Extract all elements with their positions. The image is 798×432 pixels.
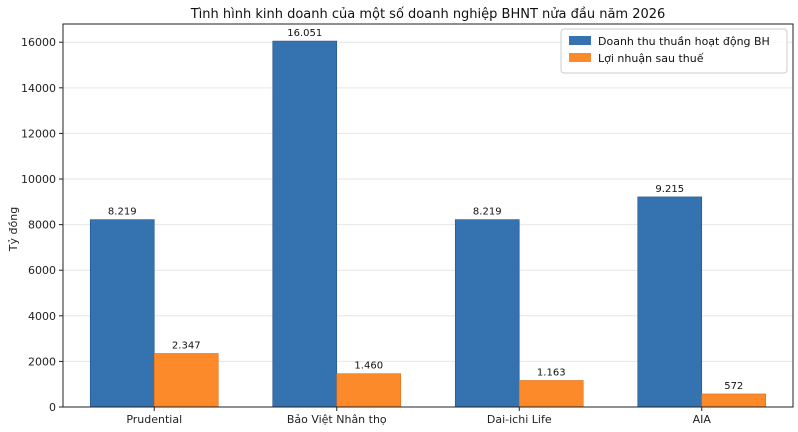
tick-labels: 0 2000 4000 6000 8000 10000 12000 14000 16000 Pru… [21, 36, 711, 426]
data-label: 8.219 [473, 207, 502, 218]
y-tick-label: 4000 [28, 310, 56, 323]
legend-label-revenue: Doanh thu thuần hoạt động BH [598, 35, 770, 48]
y-tick-label: 14000 [21, 82, 56, 95]
data-label: 572 [724, 381, 743, 392]
legend-label-profit: Lợi nhuận sau thuế [598, 52, 704, 65]
data-label: 16.051 [287, 28, 322, 39]
chart-title: Tình hình kinh doanh của một số doanh ng… [190, 7, 666, 22]
data-label: 9.215 [655, 184, 684, 195]
legend-swatch-revenue [569, 36, 591, 45]
revenue-bar [272, 40, 338, 408]
data-label: 1.460 [354, 361, 383, 372]
legend: Doanh thu thuần hoạt động BH Lợi nhuận sa… [560, 28, 788, 74]
data-label: 8.219 [108, 207, 137, 218]
x-tick-label: AIA [693, 413, 712, 426]
legend-swatch-profit [569, 53, 591, 62]
y-tick-label: 16000 [21, 36, 56, 49]
revenue-bar [454, 219, 520, 408]
bars [89, 40, 767, 408]
profit-bar [336, 373, 402, 408]
y-axis-label: Tỷ đồng [7, 207, 20, 252]
x-tick-label: Dai-ichi Life [487, 413, 552, 426]
y-tick-label: 12000 [21, 127, 56, 140]
profit-bar [701, 393, 767, 408]
x-tick-label: Bảo Việt Nhân thọ [287, 413, 387, 426]
revenue-bar [637, 196, 703, 408]
data-label: 1.163 [537, 367, 566, 378]
plot-frame [62, 23, 794, 408]
data-labels: 8.219 2.347 16.051 1.460 8.219 1.163 9.215 572 [108, 28, 743, 392]
y-tick-label: 6000 [28, 264, 56, 277]
y-tick-label: 10000 [21, 173, 56, 186]
x-tick-label: Prudential [126, 413, 182, 426]
profit-bar [153, 353, 219, 408]
y-tick-label: 0 [49, 401, 56, 414]
y-tick-label: 8000 [28, 219, 56, 232]
profit-bar [518, 380, 584, 408]
legend-box [560, 28, 788, 74]
data-label: 2.347 [172, 340, 201, 351]
axes [59, 23, 794, 411]
y-tick-label: 2000 [28, 355, 56, 368]
revenue-bar [89, 219, 155, 408]
